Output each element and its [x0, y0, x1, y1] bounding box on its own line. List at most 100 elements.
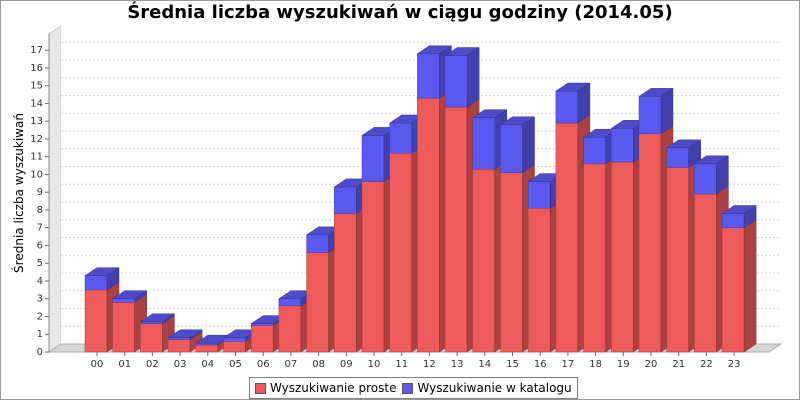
bar-catalog-front	[361, 135, 385, 182]
y-tick-label: 1	[37, 329, 43, 340]
bar-catalog-front	[250, 323, 274, 326]
y-gridline-side	[48, 272, 62, 282]
y-tick-label: 10	[30, 169, 43, 180]
y-tick-label: 9	[37, 187, 43, 198]
x-tick-label: 14	[478, 359, 491, 370]
bar-catalog-front	[140, 321, 163, 324]
y-gridline-side	[48, 237, 62, 246]
x-tick-label: 00	[91, 359, 104, 370]
x-tick-label: 06	[257, 359, 270, 370]
bar-simple-front	[334, 213, 357, 353]
bar-simple-front	[389, 152, 412, 353]
y-tick-label: 16	[30, 63, 43, 74]
bar-simple-front	[112, 302, 135, 353]
legend-item-simple: Wyszukiwanie proste	[255, 381, 396, 395]
bar-catalog-top	[471, 109, 508, 118]
x-tick-label: 18	[589, 359, 602, 370]
bar-catalog-front	[278, 298, 302, 307]
x-tick-label: 16	[534, 359, 547, 370]
bar-catalog-front	[112, 298, 135, 303]
y-tick-label: 2	[37, 311, 43, 322]
y-tick-label: 4	[37, 276, 43, 287]
bar-catalog-top	[111, 290, 148, 299]
legend-swatch-simple	[255, 382, 266, 394]
y-gridline-side	[48, 41, 62, 51]
bar-catalog-front	[611, 128, 634, 163]
bar-catalog-front	[389, 122, 412, 154]
x-tick-label: 10	[368, 359, 381, 370]
y-gridline-side	[48, 219, 62, 229]
bar-catalog-top	[444, 47, 480, 56]
y-tick-label: 11	[30, 152, 43, 163]
bar-catalog-top	[416, 45, 453, 55]
y-gridline-side	[48, 201, 62, 211]
x-tick-label: 03	[174, 359, 187, 370]
bar-catalog-front	[84, 275, 108, 291]
bar-catalog-side	[522, 116, 535, 174]
y-gridline-side	[48, 308, 62, 317]
bar-simple-front	[611, 161, 634, 353]
chart-legend: Wyszukiwanie proste Wyszukiwanie w katal…	[249, 377, 578, 399]
y-gridline-side	[48, 77, 62, 87]
x-tick-label: 07	[285, 359, 298, 370]
legend-swatch-catalog	[402, 382, 414, 394]
bar-simple-front	[84, 289, 108, 353]
bar-catalog-front	[444, 55, 468, 108]
bar-simple-front	[721, 227, 745, 353]
bar-simple-front	[694, 193, 717, 353]
bar-catalog-front	[223, 337, 246, 342]
y-tick-label: 8	[37, 205, 43, 216]
bar-catalog-front	[721, 213, 745, 228]
y-gridline-side	[48, 290, 62, 300]
bar-catalog-front	[500, 124, 523, 173]
bar-catalog-top	[167, 329, 203, 339]
bar-simple-front	[638, 133, 662, 353]
bar-catalog-top	[638, 88, 674, 97]
legend-label-simple: Wyszukiwanie proste	[270, 381, 397, 395]
y-tick-label: 13	[30, 116, 43, 127]
bar-catalog-front	[527, 181, 551, 209]
bar-simple-front	[167, 339, 191, 353]
y-tick-label: 12	[30, 134, 43, 145]
y-tick-label: 15	[30, 81, 43, 92]
bar-catalog-front	[417, 53, 440, 99]
y-gridline-side	[48, 112, 62, 122]
bar-catalog-top	[693, 155, 730, 165]
y-gridline-side	[48, 148, 62, 158]
bar-simple-front	[444, 106, 468, 353]
x-tick-label: 04	[201, 359, 214, 370]
bar-simple-front	[666, 167, 689, 353]
y-gridline-side	[48, 59, 62, 69]
bar-catalog-top	[84, 267, 120, 276]
chart-title: Średnia liczba wyszukiwań w ciągu godzin…	[127, 2, 673, 23]
y-tick-label: 7	[37, 223, 43, 234]
x-tick-label: 17	[562, 359, 575, 370]
bar-simple-front	[555, 122, 579, 353]
x-tick-label: 19	[617, 359, 630, 370]
x-tick-label: 12	[423, 359, 436, 370]
x-tick-label: 15	[506, 359, 519, 370]
y-tick-label: 5	[37, 258, 43, 269]
x-tick-label: 21	[672, 359, 685, 370]
bar-simple-front	[195, 344, 219, 353]
y-tick-label: 0	[37, 347, 43, 358]
y-gridline-side	[48, 95, 62, 104]
bar-simple-front	[250, 325, 274, 353]
x-tick-label: 09	[340, 359, 353, 370]
y-gridline-side	[48, 130, 62, 140]
legend-label-catalog: Wyszukiwanie w katalogu	[417, 381, 572, 395]
y-gridline-side	[48, 325, 62, 335]
y-gridline-side	[48, 254, 62, 264]
bar-catalog-top	[499, 116, 536, 126]
bar-simple-front	[223, 341, 246, 353]
bar-simple-front	[500, 172, 523, 353]
bar-simple-side	[743, 219, 757, 353]
legend-item-catalog: Wyszukiwanie w katalogu	[402, 381, 572, 395]
x-tick-label: 23	[728, 359, 741, 370]
bar-simple-front	[278, 305, 302, 353]
y-tick-label: 17	[30, 45, 43, 56]
x-tick-label: 13	[451, 359, 464, 370]
bar-simple-front	[361, 181, 385, 353]
x-tick-label: 11	[395, 359, 408, 370]
